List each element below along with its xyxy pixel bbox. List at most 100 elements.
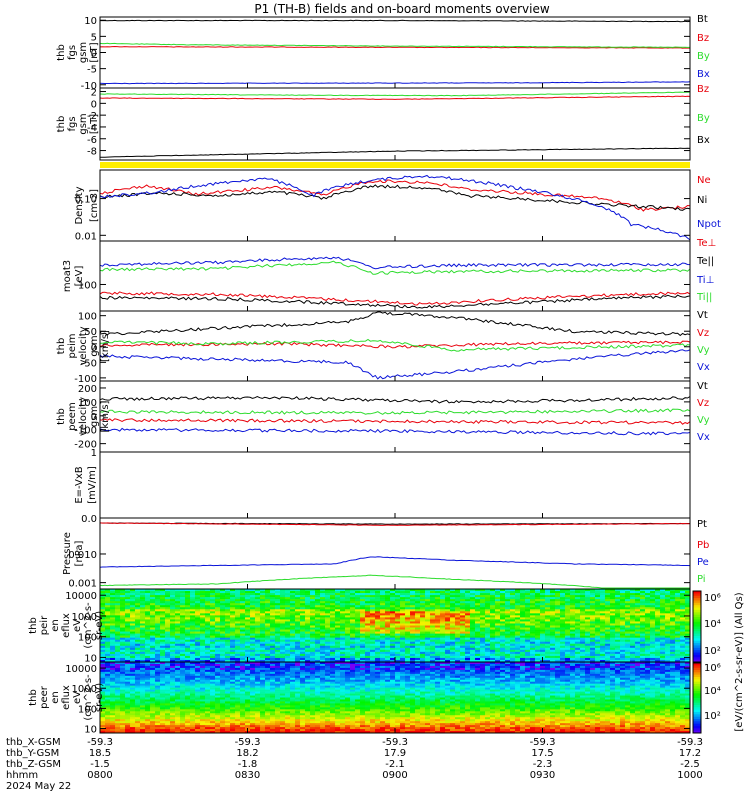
- colorbar-segment: [693, 709, 701, 713]
- colorbar-segment: [693, 681, 701, 685]
- legend-vx: Vx: [697, 432, 710, 443]
- series-vx: [99, 349, 691, 380]
- y-axis-label: sr-eV): [94, 611, 105, 640]
- colorbar-segment: [693, 654, 701, 658]
- series-ni: [99, 184, 691, 211]
- legend-by: By: [697, 113, 710, 124]
- y-tick-label: 10: [84, 725, 97, 736]
- legend-pb: Pb: [697, 540, 709, 551]
- legend-npot: Npot: [697, 219, 721, 230]
- colorbar-segment: [693, 714, 701, 718]
- y-tick-label: 2: [91, 88, 97, 99]
- colorbar-segment: [693, 712, 701, 715]
- y-tick-label: 0: [91, 412, 97, 423]
- y-tick-label: 10000: [65, 664, 97, 675]
- legend-vy: Vy: [697, 345, 710, 356]
- x-date: 2024 May 22: [6, 781, 71, 792]
- y-tick-label: 10000: [65, 591, 97, 602]
- colorbar-tick-label: 10⁶: [704, 593, 721, 604]
- y-axis-label: (cm^2-s-: [83, 602, 94, 649]
- colorbar-segment: [693, 593, 701, 597]
- x-row-value: -59.3: [382, 737, 408, 748]
- y-axis-label: en: [50, 691, 61, 704]
- colorbar-segment: [693, 726, 701, 729]
- y-tick-label: -5: [87, 65, 97, 76]
- colorbar-segment: [693, 595, 701, 599]
- y-axis-label: [km/s]: [100, 330, 111, 362]
- panel-7: 1 E=-VxB [mV/m]: [74, 448, 691, 519]
- y-axis-label: thb: [56, 338, 67, 355]
- y-tick-label: 1000: [72, 684, 97, 695]
- colorbar-segment: [693, 640, 701, 644]
- series-vx: [99, 427, 691, 436]
- spectrogram: [100, 589, 691, 663]
- colorbar-segment: [693, 612, 701, 616]
- x-row-name: thb_Y-GSM: [6, 748, 59, 759]
- colorbar-segment: [693, 679, 701, 683]
- y-tick-label: 0: [91, 99, 97, 110]
- series-bt: [99, 19, 691, 23]
- y-axis-label: peem: [67, 402, 78, 430]
- y-axis-label: eV: [72, 691, 83, 704]
- series-by: [99, 42, 690, 48]
- colorbar-segment: [693, 665, 701, 669]
- colorbar-segment: [693, 621, 701, 625]
- x-row-value: -2.5: [680, 759, 700, 770]
- panel-2: Bz By Bx 20-2-4-6-8 thb fgs gsm [nT]: [56, 84, 710, 161]
- colorbar-segment: [693, 702, 701, 706]
- y-axis-label: (cm^2-s-: [83, 674, 94, 721]
- colorbar-segment: [693, 602, 701, 606]
- x-row-value: -2.3: [533, 759, 553, 770]
- colorbar-segment: [693, 721, 701, 725]
- y-axis-label: gsm: [89, 335, 100, 356]
- colorbar-segment: [693, 723, 701, 727]
- y-axis-label: fgs: [67, 116, 78, 131]
- colorbar-segment: [693, 614, 701, 618]
- x-row-value: -2.1: [385, 759, 405, 770]
- y-tick-label: 100: [78, 398, 97, 409]
- series-pe: [99, 556, 691, 568]
- legend-pe: Pe: [697, 557, 709, 568]
- y-tick-label: -200: [74, 440, 97, 451]
- y-axis-label: en: [50, 619, 61, 632]
- legend-vz: Vz: [697, 328, 709, 339]
- y-tick-label: 50: [84, 327, 97, 338]
- colorbar-segment: [693, 693, 701, 697]
- colorbar-segment: [693, 695, 701, 699]
- colorbar-segment: [693, 635, 701, 639]
- plot-title: P1 (TH-B) fields and on-board moments ov…: [254, 2, 550, 16]
- colorbar-tick-label: 10²: [704, 711, 721, 722]
- colorbar-segment: [693, 626, 701, 630]
- series-vy: [99, 408, 691, 415]
- colorbar-frame: [692, 662, 702, 734]
- colorbar-segment: [693, 716, 701, 720]
- colorbar-segment: [693, 659, 701, 663]
- colorbar-segment: [693, 667, 701, 671]
- series-ti: [99, 256, 691, 270]
- y-tick-label: 200: [78, 384, 97, 395]
- colorbar-segment: [693, 672, 701, 676]
- colorbar-segment: [693, 698, 701, 701]
- series-te: [99, 291, 691, 306]
- panel-frame: [99, 240, 691, 312]
- panel-4: Te⊥ Te|| Ti⊥ Ti|| 100 moat3 [eV]: [62, 238, 716, 312]
- y-axis-label: [cm-3]: [89, 189, 100, 222]
- series-ti: [99, 260, 691, 275]
- colorbar-segment: [693, 607, 701, 611]
- flag-band: [100, 162, 690, 168]
- panel-frame: [99, 16, 691, 89]
- panel-3: Ne Ni Npot 0.10 0.01 Density [cm-3]: [74, 169, 721, 242]
- y-axis-label: thb: [56, 44, 67, 61]
- y-axis-label: velocity: [78, 326, 89, 365]
- series-bz: [99, 95, 691, 100]
- panel-frame: [99, 310, 691, 382]
- colorbar-segment: [693, 591, 701, 594]
- x-row-value: -59.3: [87, 737, 113, 748]
- y-axis-label: E=-VxB: [74, 466, 85, 503]
- y-tick-label: -6: [87, 135, 97, 146]
- y-tick-label: 100: [78, 312, 97, 323]
- colorbar-frame: [692, 590, 702, 663]
- x-row-value: 0800: [87, 770, 112, 781]
- y-axis-label: thb: [28, 689, 39, 706]
